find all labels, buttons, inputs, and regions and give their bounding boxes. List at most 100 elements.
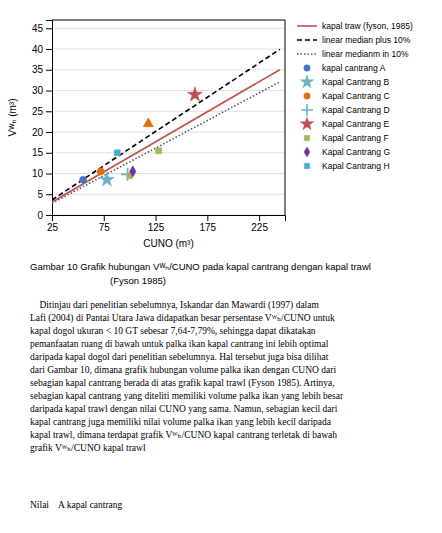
body-text: Ditinjau dari penelitian sebelumnya, Isk… bbox=[30, 300, 319, 311]
y-tick-label: 40 bbox=[32, 44, 44, 55]
y-tick-label: 15 bbox=[32, 147, 44, 158]
x-tick: 75 bbox=[99, 215, 111, 233]
x-axis: 25 75 125 175 225 bbox=[47, 215, 286, 233]
y-tick: 5 bbox=[37, 189, 52, 200]
y-grid-line bbox=[52, 152, 285, 153]
scatter-point bbox=[97, 168, 104, 175]
x-tick: 175 bbox=[199, 215, 216, 233]
legend-item: Kapal Cantrang C bbox=[304, 91, 390, 101]
legend-label: kapal traw (fyson, 1985) bbox=[322, 21, 413, 31]
y-tick-label: 5 bbox=[37, 189, 43, 200]
x-tick-label: 175 bbox=[199, 222, 216, 233]
y-tick-mark bbox=[46, 153, 52, 154]
legend-item: Kapal Cantrang H bbox=[304, 161, 389, 171]
x-tick-label: 75 bbox=[99, 222, 111, 233]
plot-area bbox=[52, 49, 280, 203]
scatter-point bbox=[187, 87, 202, 101]
legend-swatch bbox=[304, 93, 310, 99]
y-grid-line bbox=[52, 132, 285, 133]
series-line bbox=[52, 82, 280, 203]
legend-label: Kapal Cantrang C bbox=[322, 91, 390, 101]
legend-label: linear medianm in 10% bbox=[322, 49, 409, 59]
x-tick-label: 25 bbox=[47, 222, 59, 233]
body-text: daripada kapal dogol dari penelitian seb… bbox=[30, 352, 329, 362]
y-tick-label: 0 bbox=[37, 210, 43, 221]
x-axis-title: CUNO (m³) bbox=[143, 238, 194, 249]
body-text: kapal cantrang juga memiliki nilai volum… bbox=[30, 417, 332, 427]
y-grid-line bbox=[52, 90, 285, 91]
caption: Gambar 10 Grafik hubungan Vᵂₕ/CUNO pada … bbox=[30, 261, 371, 272]
legend-swatch bbox=[304, 163, 309, 168]
legend-swatch bbox=[304, 65, 310, 71]
scatter-point bbox=[130, 166, 136, 177]
y-tick-mark bbox=[46, 49, 52, 50]
legend-label: linear median plus 10% bbox=[322, 35, 411, 45]
legend-label: Kapal Cantrang F bbox=[322, 133, 389, 143]
scatter-point bbox=[156, 148, 162, 154]
x-tick: 225 bbox=[251, 215, 268, 233]
series-line bbox=[52, 70, 280, 202]
y-tick-label: 45 bbox=[32, 23, 44, 34]
x-tick: 25 bbox=[47, 215, 59, 233]
plot-frame bbox=[52, 20, 285, 21]
x-tick-label: 125 bbox=[148, 222, 165, 233]
body-text: kapal trawl, dimana terdapat grafik Vᵂₕ/… bbox=[30, 430, 337, 440]
legend-label: Kapal Cantrang H bbox=[322, 161, 390, 171]
y-tick-mark bbox=[46, 194, 52, 195]
legend-label: Kapal Cantrang D bbox=[322, 105, 390, 115]
body-text: Lafi (2004) di Pantai Utara Jawa didapat… bbox=[30, 313, 335, 324]
x-axis-line bbox=[53, 216, 286, 222]
scatter-point bbox=[79, 176, 86, 183]
body-text: kapal dogol ukuran < 10 GT sebesar 7,64-… bbox=[30, 326, 316, 336]
y-tick-mark bbox=[46, 132, 52, 133]
y-grid-line bbox=[52, 173, 285, 174]
y-tick-mark bbox=[46, 70, 52, 71]
legend-swatch bbox=[300, 117, 313, 130]
y-tick-label: 30 bbox=[32, 85, 44, 96]
y-tick: 30 bbox=[32, 85, 52, 96]
x-tick-mark bbox=[207, 215, 208, 221]
legend-swatch bbox=[304, 135, 309, 140]
y-axis-title: Vᵂₕ (m³) bbox=[7, 98, 18, 136]
y-tick-mark bbox=[46, 91, 52, 92]
legend-item: Kapal Cantrang E bbox=[300, 117, 389, 130]
lines bbox=[52, 49, 280, 203]
body-text: grafik Vᵂₕ/CUNO kapal trawl bbox=[30, 443, 146, 453]
y-tick: 0 bbox=[37, 210, 52, 221]
y-tick-mark bbox=[46, 215, 52, 216]
legend-item: kapal traw (fyson, 1985) bbox=[297, 21, 413, 31]
y-axis: 051015202530354045 bbox=[32, 21, 53, 221]
grid bbox=[52, 28, 285, 215]
x-tick-mark bbox=[259, 215, 260, 221]
body-text: Nilai A kapal cantrang bbox=[30, 500, 123, 510]
legend-label: Kapal Cantrang E bbox=[322, 119, 389, 129]
x-tick-label: 225 bbox=[251, 222, 268, 233]
legend-item: Kapal Cantrang D bbox=[301, 104, 390, 116]
y-tick: 20 bbox=[32, 127, 52, 138]
x-tick-mark bbox=[156, 215, 157, 221]
body-text: dari Gambar 10, dimana grafik hubungan v… bbox=[30, 365, 336, 375]
y-tick-label: 25 bbox=[32, 106, 44, 117]
x-tick: 125 bbox=[148, 215, 165, 233]
body-text: sebagian kapal cantrang yang diteliti me… bbox=[30, 391, 344, 401]
body-text: sebagian kapal cantrang berada di atas g… bbox=[30, 378, 335, 389]
legend-item: linear medianm in 10% bbox=[297, 49, 409, 59]
scatter-point bbox=[114, 150, 120, 156]
body-text: pemanfaatan ruang di bawah untuk palka i… bbox=[30, 339, 329, 349]
y-grid-line bbox=[52, 194, 285, 195]
chart: 2575125175225051015202530354045CUNO (m³)… bbox=[0, 0, 442, 533]
legend-item: Kapal Cantrang B bbox=[300, 75, 389, 88]
y-tick-mark bbox=[46, 174, 52, 175]
y-tick: 45 bbox=[32, 23, 52, 34]
y-axis-line bbox=[46, 21, 53, 216]
legend-swatch bbox=[300, 75, 313, 88]
legend-swatch bbox=[297, 53, 317, 55]
legend-swatch bbox=[297, 25, 317, 27]
legend-label: kapal cantrang A bbox=[322, 63, 386, 73]
legend-label: Kapal Cantrang B bbox=[322, 77, 389, 87]
legend-label: Kapal Cantrang G bbox=[322, 147, 390, 157]
legend-swatch bbox=[301, 104, 313, 116]
body-text: daripada kapal trawl dengan nilai CUNO y… bbox=[30, 404, 338, 414]
y-grid-line bbox=[52, 28, 285, 29]
legend-item: kapal cantrang A bbox=[304, 63, 386, 73]
